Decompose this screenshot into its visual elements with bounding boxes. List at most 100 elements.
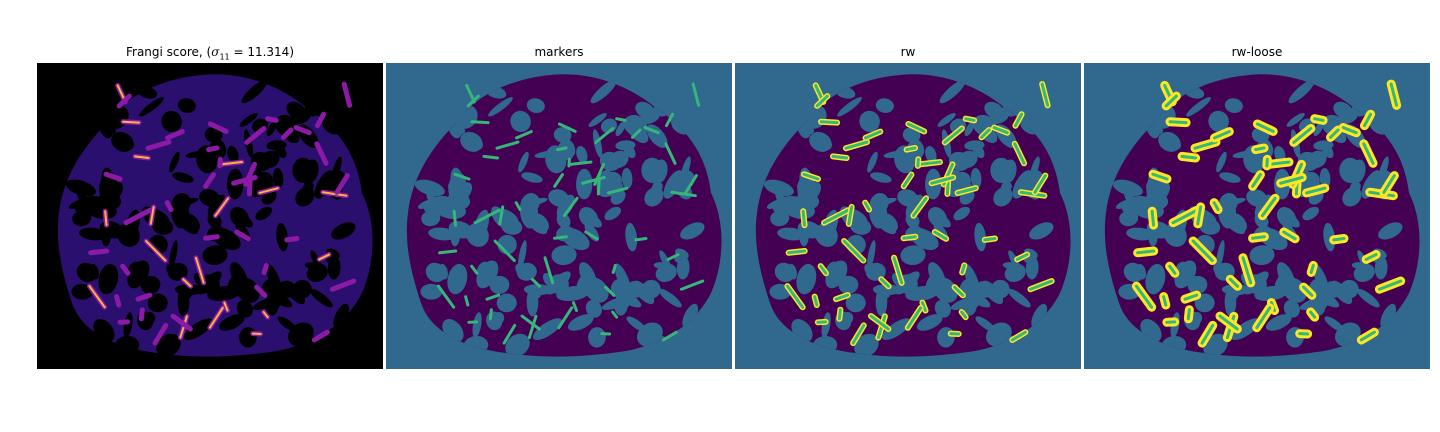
segment-marker xyxy=(482,154,500,160)
frangi-vessel xyxy=(234,229,251,242)
frangi-vessel xyxy=(206,145,220,153)
segment-marker xyxy=(837,308,842,321)
segment-marker xyxy=(911,196,928,218)
segment-marker xyxy=(1150,209,1156,227)
segment-marker xyxy=(581,175,606,185)
segment-marker xyxy=(964,117,976,122)
background-hole xyxy=(1124,188,1135,206)
background-hole xyxy=(1378,222,1403,240)
background-hole xyxy=(797,172,816,202)
background-hole xyxy=(590,79,617,104)
frangi-vessel xyxy=(231,174,258,186)
segment-marker xyxy=(960,263,966,274)
segment-marker xyxy=(1168,264,1177,275)
segment-marker xyxy=(815,94,829,108)
frangi-hole xyxy=(207,194,226,219)
background-hole xyxy=(1190,312,1203,325)
segment-marker xyxy=(960,310,968,319)
frangi-hole xyxy=(79,227,107,241)
background-hole xyxy=(1008,250,1021,271)
background-hole xyxy=(925,271,943,291)
segment-marker xyxy=(847,205,854,226)
segment-marker xyxy=(906,306,923,330)
background-hole xyxy=(787,263,798,280)
segment-marker xyxy=(1228,277,1240,288)
segment-marker xyxy=(527,314,538,340)
background-hole xyxy=(818,136,833,150)
background-hole xyxy=(964,121,975,137)
background-hole xyxy=(532,318,562,341)
frangi-hole xyxy=(99,172,118,202)
background-hole xyxy=(551,245,577,266)
segment-marker xyxy=(1292,127,1313,144)
background-hole xyxy=(1186,97,1211,117)
background-hole xyxy=(505,333,530,357)
background-hole xyxy=(916,314,943,331)
segment-marker xyxy=(470,264,479,275)
segment-marker xyxy=(1251,235,1266,240)
frangi-hole xyxy=(161,110,182,133)
frangi-vessel xyxy=(120,263,131,276)
background-hole xyxy=(990,279,1010,299)
background-hole xyxy=(560,227,590,251)
segment-marker xyxy=(1255,306,1272,330)
frangi-hole xyxy=(180,220,199,235)
background-hole xyxy=(641,279,661,299)
segment-marker xyxy=(785,284,805,309)
frangi-vessel xyxy=(314,141,329,166)
background-hole xyxy=(1145,263,1166,295)
segment-marker xyxy=(1162,295,1168,307)
segment-marker xyxy=(615,117,627,122)
background-hole xyxy=(1136,263,1147,280)
segment-marker xyxy=(465,83,476,104)
segment-marker xyxy=(498,205,505,226)
segment-marker xyxy=(813,295,819,307)
background-hole xyxy=(553,127,572,143)
frangi-vessel xyxy=(207,121,229,134)
background-hole xyxy=(1227,220,1246,235)
segment-marker xyxy=(1282,230,1297,241)
background-hole xyxy=(576,145,588,164)
background-hole xyxy=(626,316,647,332)
segment-marker xyxy=(787,249,807,255)
frangi-hole xyxy=(255,206,273,221)
frangi-hole xyxy=(172,172,194,183)
segment-marker xyxy=(684,174,698,194)
frangi-vessel-core xyxy=(214,197,230,217)
segment-marker xyxy=(1136,249,1156,255)
background-hole xyxy=(1001,159,1017,184)
background-hole xyxy=(927,207,948,228)
background-hole xyxy=(984,101,1005,119)
segment-marker xyxy=(1313,117,1325,122)
segment-marker xyxy=(562,196,579,218)
segment-marker xyxy=(1382,174,1396,194)
frangi-vessel-core xyxy=(133,155,150,159)
segment-marker xyxy=(691,82,701,107)
segment-marker xyxy=(956,186,978,195)
frangi-vessel xyxy=(203,172,216,189)
sigma-subscript: 11 xyxy=(219,52,230,62)
segment-marker xyxy=(819,264,828,275)
background-hole xyxy=(658,288,682,308)
background-hole xyxy=(777,227,805,241)
segment-marker xyxy=(452,209,458,227)
background-hole xyxy=(841,312,854,325)
frangi-vessel xyxy=(261,262,269,275)
frangi-title-prefix: Frangi score, ( xyxy=(125,45,212,59)
frangi-vessel xyxy=(341,81,353,108)
segment-marker xyxy=(1164,94,1178,108)
background-hole xyxy=(615,140,636,151)
frangi-hole xyxy=(89,263,100,280)
background-hole xyxy=(905,194,924,219)
markers-image-panel xyxy=(386,63,732,369)
frangi-hole xyxy=(127,261,140,278)
background-hole xyxy=(796,263,817,295)
segment-marker xyxy=(1364,253,1378,261)
background-hole xyxy=(845,293,866,313)
background-hole xyxy=(621,168,633,189)
frangi-vessel-core xyxy=(104,210,108,227)
segment-marker xyxy=(905,146,917,152)
segment-marker xyxy=(1033,174,1047,194)
frangi-hole xyxy=(333,303,350,329)
frangi-hole xyxy=(147,293,168,313)
